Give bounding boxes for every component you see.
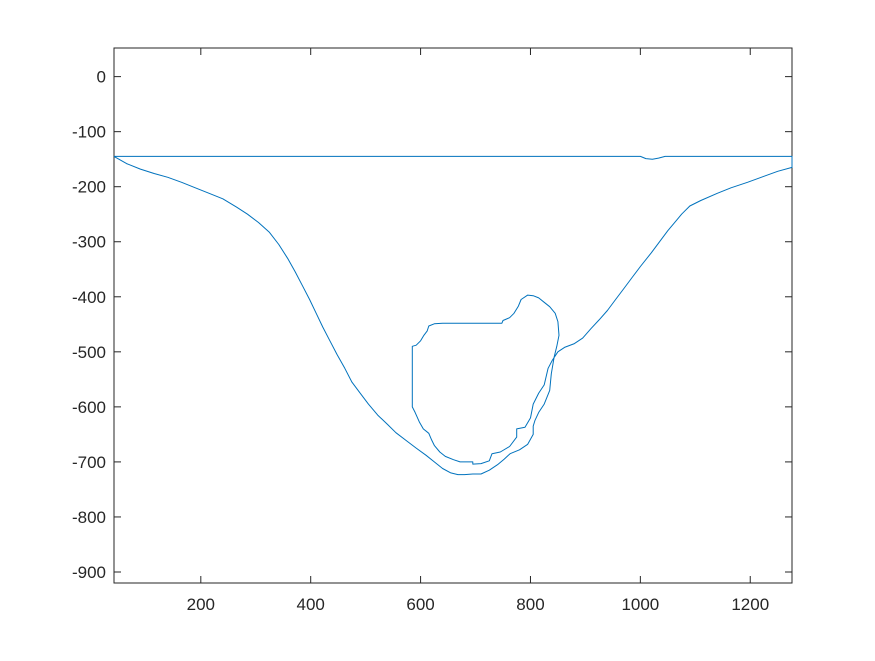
- series-line: [113, 155, 793, 476]
- x-tick-label: 600: [406, 595, 434, 614]
- x-tick-label: 400: [297, 595, 325, 614]
- y-tick-label: 0: [97, 68, 106, 87]
- x-tick-label: 800: [516, 595, 544, 614]
- y-tick-label: -600: [72, 398, 106, 417]
- x-tick-label: 1200: [731, 595, 769, 614]
- tick-marks: [114, 48, 792, 583]
- axes-box: [113, 47, 793, 584]
- y-tick-label: -400: [72, 288, 106, 307]
- x-tick-label: 200: [187, 595, 215, 614]
- y-tick-label: -800: [72, 508, 106, 527]
- x-tick-labels: 200 400 600 800 1000 1200: [187, 595, 770, 614]
- y-tick-labels: 0 -100 -200 -300 -400 -500 -600 -700 -800 -900: [72, 68, 106, 582]
- axes: [113, 47, 793, 584]
- y-tick-label: -200: [72, 178, 106, 197]
- y-tick-label: -300: [72, 233, 106, 252]
- x-tick-label: 1000: [621, 595, 659, 614]
- series-group: [113, 155, 793, 476]
- y-tick-label: -100: [72, 123, 106, 142]
- y-tick-label: -900: [72, 563, 106, 582]
- y-tick-label: -700: [72, 453, 106, 472]
- y-tick-label: -500: [72, 343, 106, 362]
